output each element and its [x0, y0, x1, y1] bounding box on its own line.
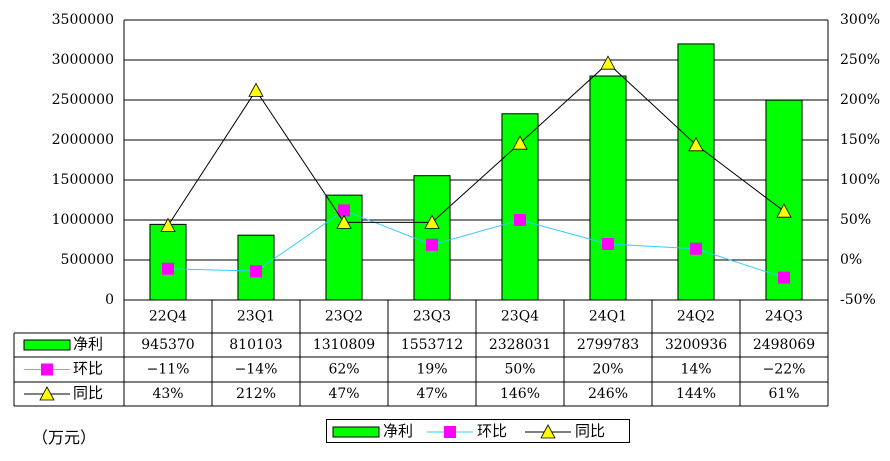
y-tick-label: 0 [105, 292, 114, 308]
bar [149, 223, 187, 301]
category-label: 23Q4 [501, 309, 539, 325]
y2-tick-label: 100% [840, 172, 880, 188]
hb-point [162, 262, 174, 275]
category-label: 23Q1 [237, 309, 275, 325]
cell-value: 47% [328, 386, 359, 402]
cell-value: 144% [676, 386, 716, 402]
y2-tick-label: 50% [840, 212, 871, 228]
row-swatch-marker [41, 363, 53, 376]
cell-value: 810103 [229, 337, 282, 353]
tb-point [160, 217, 176, 233]
row-swatch-bar [23, 339, 71, 351]
hb-point [426, 238, 438, 251]
cell-value: 1310809 [313, 337, 375, 353]
y-tick-label: 3000000 [52, 52, 114, 68]
hb-point [338, 204, 350, 217]
bar [677, 43, 715, 301]
cell-value: 212% [236, 386, 276, 402]
cell-value: 945370 [141, 337, 194, 353]
cell-value: 20% [592, 362, 623, 378]
category-label: 24Q3 [765, 309, 803, 325]
hb-point [690, 242, 702, 255]
bar [765, 99, 803, 301]
category-label: 23Q3 [413, 309, 451, 325]
cell-value: 146% [500, 386, 540, 402]
y-tick-label: 1000000 [52, 212, 114, 228]
y2-tick-label: 250% [840, 52, 880, 68]
bar [589, 75, 627, 301]
hb-point [602, 238, 614, 250]
legend-label: 净利 [383, 422, 413, 440]
category-label: 24Q2 [677, 309, 715, 325]
hb-point [778, 271, 790, 284]
unit-label: （万元） [32, 428, 97, 447]
y-tick-label: 2000000 [52, 132, 114, 148]
cell-value: 2328031 [489, 337, 551, 353]
tb-point [776, 203, 792, 218]
legend-label: 同比 [575, 422, 605, 440]
cell-value: −14% [235, 362, 278, 378]
bar [413, 175, 451, 301]
y2-tick-label: 0% [840, 252, 862, 268]
category-label: 23Q2 [325, 309, 363, 325]
category-label: 22Q4 [149, 309, 187, 325]
row-label: 环比 [73, 360, 103, 378]
y-tick-label: 1500000 [52, 172, 114, 188]
cell-value: 2498069 [753, 337, 815, 353]
cell-value: 14% [680, 362, 711, 378]
cell-value: 62% [328, 362, 359, 378]
cell-value: 246% [588, 386, 628, 402]
cell-value: 3200936 [665, 337, 727, 353]
y-tick-label: 3500000 [52, 12, 114, 28]
tb-point [424, 214, 440, 229]
cell-value: 50% [504, 362, 535, 378]
series-line [167, 209, 785, 279]
tb-point [688, 136, 704, 152]
y-tick-label: 2500000 [52, 92, 114, 108]
y-tick-label: 500000 [61, 252, 114, 268]
tb-point [600, 55, 616, 70]
legend-swatch-marker [444, 426, 456, 438]
row-label: 净利 [73, 335, 103, 353]
tb-point [248, 82, 264, 97]
hb-point [514, 214, 526, 226]
y2-tick-label: 200% [840, 92, 880, 108]
cell-value: −22% [763, 362, 806, 378]
cell-value: −11% [147, 362, 190, 378]
row-label: 同比 [73, 384, 103, 402]
cell-value: 19% [416, 362, 447, 378]
cell-value: 43% [152, 386, 183, 402]
legend-label: 环比 [477, 422, 507, 440]
cell-value: 47% [416, 386, 447, 402]
y2-tick-label: -50% [840, 292, 876, 308]
y2-tick-label: 150% [840, 132, 880, 148]
y2-tick-label: 300% [840, 12, 880, 28]
tb-point [336, 214, 352, 229]
hb-point [250, 265, 262, 278]
tb-point [512, 135, 528, 150]
legend-swatch-bar [332, 426, 380, 438]
cell-value: 61% [768, 386, 799, 402]
series-line [167, 62, 785, 226]
legend-swatch-marker [540, 424, 556, 439]
cell-value: 1553712 [401, 337, 463, 353]
row-swatch-marker [39, 386, 55, 401]
category-label: 24Q1 [589, 309, 627, 325]
legend: 净利 环比 同比 [326, 419, 630, 443]
cell-value: 2799783 [577, 337, 639, 353]
